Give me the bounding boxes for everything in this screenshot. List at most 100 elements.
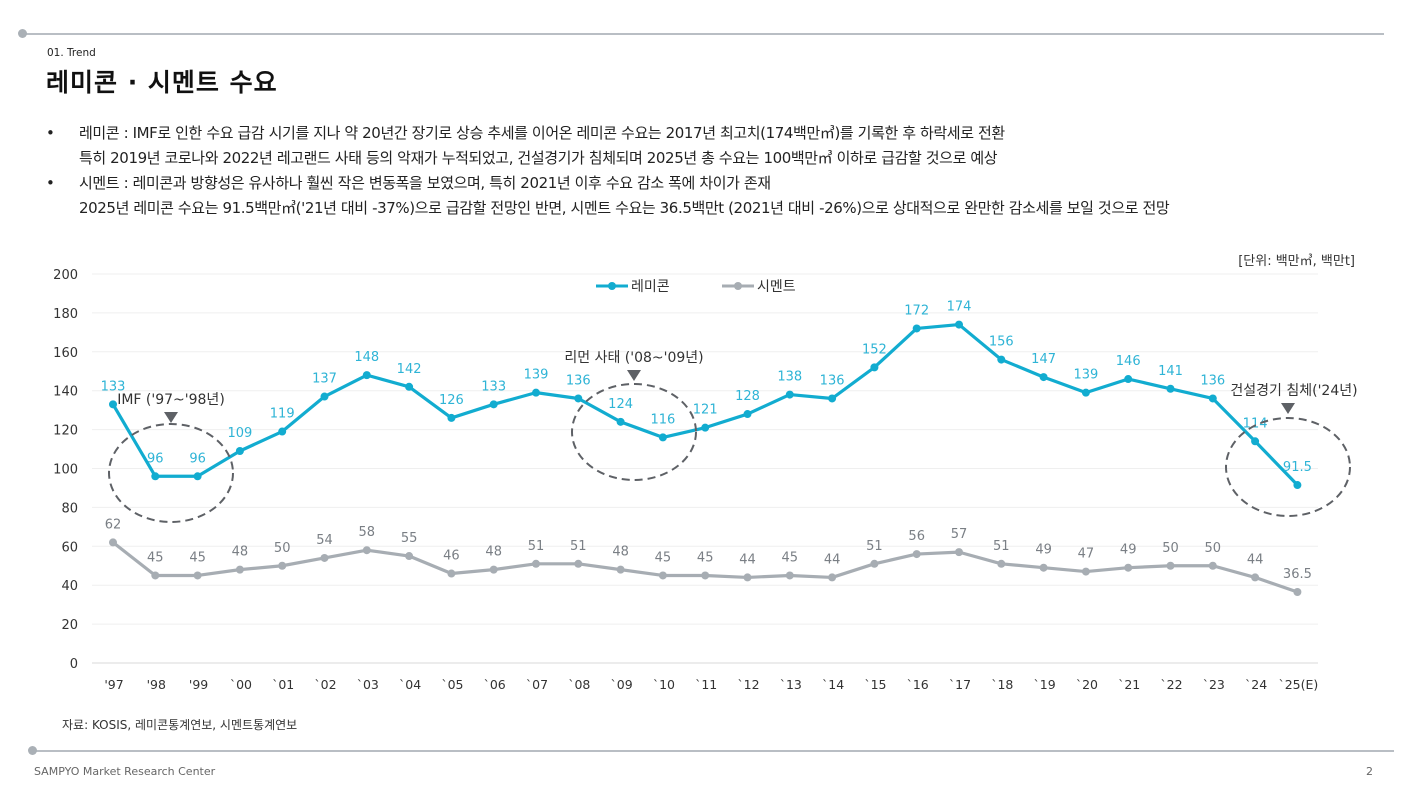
- data-point: [1208, 561, 1217, 570]
- x-tick-label: `06: [484, 677, 506, 692]
- x-tick-label: '97: [104, 677, 123, 692]
- x-tick-label: `15: [864, 677, 886, 692]
- data-point: [151, 472, 160, 481]
- data-label: 50: [274, 541, 291, 556]
- data-label: 174: [947, 300, 972, 315]
- y-tick-label: 40: [61, 579, 78, 594]
- x-tick-label: `16: [907, 677, 929, 692]
- data-label: 172: [904, 303, 929, 318]
- data-label: 49: [1035, 543, 1052, 558]
- data-label: 51: [528, 539, 545, 554]
- top-divider-dot: [18, 29, 27, 38]
- x-tick-label: `21: [1118, 677, 1140, 692]
- data-point: [1124, 375, 1133, 384]
- x-tick-label: '98: [147, 677, 166, 692]
- data-point: [785, 390, 794, 399]
- data-point: [405, 552, 414, 561]
- data-point: [489, 400, 498, 409]
- x-tick-label: `25(E): [1278, 677, 1318, 692]
- data-point: [743, 573, 752, 582]
- data-point: [616, 565, 625, 574]
- data-point: [1081, 388, 1090, 397]
- data-point: [1166, 384, 1175, 393]
- data-label: 128: [735, 389, 760, 404]
- x-tick-label: `04: [399, 677, 421, 692]
- data-point: [320, 553, 329, 562]
- x-tick-label: `07: [526, 677, 548, 692]
- annotation-arrow-icon: [627, 370, 641, 381]
- data-point: [532, 388, 540, 397]
- y-tick-label: 20: [61, 618, 78, 633]
- bullet-cement: • 시멘트 : 레미콘과 방향성은 유사하나 훨씬 작은 변동폭을 보였으며, …: [46, 171, 1376, 221]
- data-point: [828, 573, 837, 582]
- bullet-line: 특히 2019년 코로나와 2022년 레고랜드 사태 등의 악재가 누적되었고…: [79, 149, 998, 167]
- data-point: [532, 559, 540, 568]
- x-tick-label: `22: [1160, 677, 1182, 692]
- bullet-line: 레미콘 : IMF로 인한 수요 급감 시기를 지나 약 20년간 장기로 상승…: [79, 124, 1005, 142]
- data-label: 139: [1073, 368, 1098, 383]
- bottom-divider-dot: [28, 746, 37, 755]
- data-point: [997, 559, 1006, 568]
- data-point: [574, 394, 583, 403]
- data-label: 136: [820, 373, 845, 388]
- data-label: 119: [270, 407, 295, 422]
- data-label: 48: [232, 545, 249, 560]
- data-label: 124: [608, 397, 633, 412]
- data-label: 133: [481, 379, 506, 394]
- x-tick-label: `11: [695, 677, 717, 692]
- x-tick-label: `17: [949, 677, 971, 692]
- data-label: 116: [650, 412, 675, 427]
- data-label: 44: [824, 552, 841, 567]
- data-label: 146: [1116, 354, 1141, 369]
- bullet-marker: •: [46, 124, 55, 142]
- y-tick-label: 100: [53, 463, 78, 478]
- data-label: 57: [951, 527, 968, 542]
- bullet-line: 시멘트 : 레미콘과 방향성은 유사하나 훨씬 작은 변동폭을 보였으며, 특히…: [79, 174, 771, 192]
- data-label: 62: [105, 517, 122, 532]
- data-point: [278, 561, 287, 570]
- data-label: 136: [566, 373, 591, 388]
- y-tick-label: 180: [53, 307, 78, 322]
- data-point: [870, 363, 879, 372]
- top-divider: [22, 33, 1384, 35]
- data-point: [1293, 588, 1302, 597]
- annotation-label: 리먼 사태 ('08~'09년): [564, 350, 703, 366]
- data-label: 54: [316, 533, 333, 548]
- data-point: [1039, 373, 1048, 382]
- data-label: 148: [354, 350, 379, 365]
- data-point: [1293, 481, 1302, 490]
- data-point: [489, 565, 498, 574]
- data-point: [616, 417, 625, 426]
- data-label: 137: [312, 372, 337, 387]
- data-point: [151, 571, 160, 580]
- data-point: [193, 472, 202, 481]
- y-tick-label: 80: [61, 501, 78, 516]
- data-point: [1081, 567, 1090, 576]
- bullet-remicon: • 레미콘 : IMF로 인한 수요 급감 시기를 지나 약 20년간 장기로 …: [46, 121, 1376, 171]
- legend-label: 시멘트: [757, 279, 796, 295]
- x-tick-label: `10: [653, 677, 675, 692]
- data-point: [658, 571, 667, 580]
- x-tick-label: `23: [1203, 677, 1225, 692]
- y-tick-label: 140: [53, 385, 78, 400]
- y-tick-label: 0: [70, 657, 78, 672]
- data-label: 51: [866, 539, 883, 554]
- x-tick-label: `12: [737, 677, 759, 692]
- data-point: [955, 320, 963, 329]
- data-label: 114: [1243, 416, 1268, 431]
- source-note: 자료: KOSIS, 레미콘통계연보, 시멘트통계연보: [62, 718, 298, 732]
- data-label: 126: [439, 393, 464, 408]
- x-tick-label: `00: [230, 677, 252, 692]
- x-tick-label: `19: [1034, 677, 1056, 692]
- data-label: 45: [782, 550, 799, 565]
- data-label: 91.5: [1283, 460, 1312, 475]
- data-point: [912, 550, 921, 559]
- data-point: [1251, 437, 1260, 446]
- bottom-divider: [33, 750, 1394, 752]
- data-label: 139: [524, 368, 549, 383]
- data-point: [235, 565, 244, 574]
- data-point: [362, 371, 371, 380]
- footer-brand: SAMPYO Market Research Center: [34, 765, 216, 778]
- x-tick-label: `24: [1245, 677, 1267, 692]
- data-label: 48: [612, 545, 629, 560]
